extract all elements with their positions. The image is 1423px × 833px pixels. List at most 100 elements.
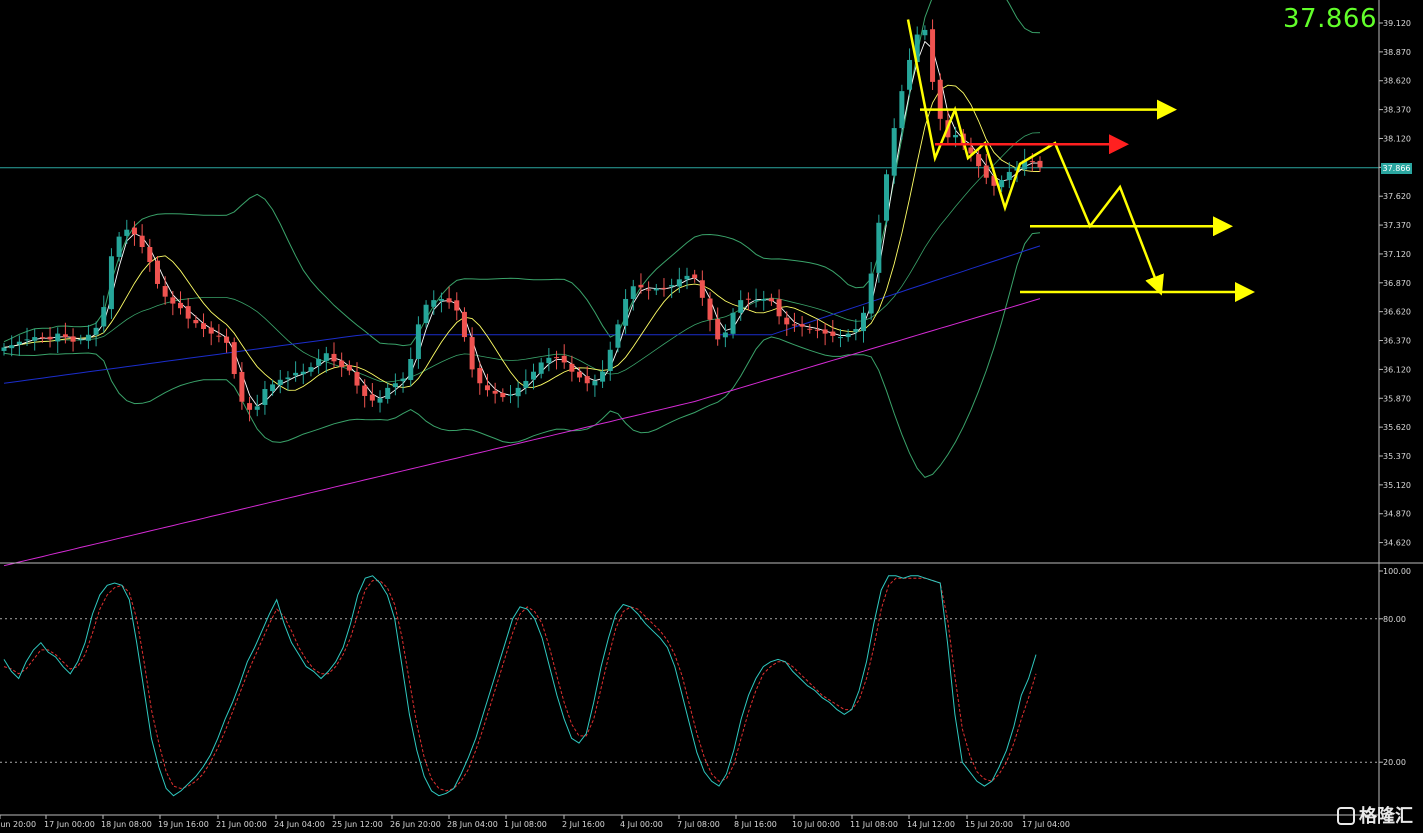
watermark: 格隆汇 [1337, 802, 1413, 828]
ma-slow [3, 84, 1041, 391]
candle-body [784, 317, 790, 325]
candle-body [369, 394, 375, 401]
candle-body [577, 371, 583, 378]
candle-body [715, 319, 721, 340]
candle-body [837, 337, 843, 339]
time-tick-label: 15 Jul 20:00 [965, 820, 1013, 829]
price-tick-label: 34.620 [1383, 539, 1411, 548]
price-tick-label: 36.370 [1383, 337, 1411, 346]
candle-body [891, 128, 897, 176]
price-tick-label: 37.370 [1383, 221, 1411, 230]
candle-body [584, 376, 590, 384]
candle-body [316, 359, 322, 366]
candle-body [201, 323, 207, 329]
osc-tick-label: 100.00 [1383, 567, 1411, 576]
candle-body [308, 367, 314, 372]
time-tick-label: 7 Jul 08:00 [677, 820, 720, 829]
candle-body [814, 329, 820, 331]
candle-body [461, 311, 467, 338]
candle-body [392, 383, 398, 388]
candle-body [9, 345, 15, 349]
candle-body [976, 154, 982, 167]
candle-body [293, 372, 299, 376]
stoch-signal-line [3, 577, 1037, 792]
candle-body [876, 222, 882, 273]
candle-body [669, 285, 675, 287]
bollinger-middle [3, 132, 1041, 383]
candle-body [592, 380, 598, 386]
time-tick-label: 4 Jul 00:00 [620, 820, 663, 829]
price-tick-label: 38.120 [1383, 134, 1411, 143]
candle-body [884, 174, 890, 221]
time-tick-label: 28 Jun 04:00 [447, 820, 498, 829]
candle-body [569, 363, 575, 372]
candle-body [415, 324, 421, 360]
price-tick-label: 35.870 [1383, 394, 1411, 403]
candle-body [968, 147, 974, 154]
candle-body [538, 362, 544, 374]
time-tick-label: Jun 20:00 [0, 820, 36, 829]
candle-body [70, 336, 76, 342]
candle-body [930, 29, 936, 82]
candle-body [638, 284, 644, 288]
time-tick-label: 2 Jul 16:00 [562, 820, 605, 829]
bollinger-lower [3, 232, 1041, 478]
candle-body [438, 298, 444, 301]
candle-body [78, 339, 84, 341]
price-tick-label: 35.370 [1383, 452, 1411, 461]
candle-body [630, 286, 636, 299]
candle-body [400, 378, 406, 382]
candle-body [224, 336, 230, 343]
candle-body [231, 342, 237, 375]
price-tick-label: 35.620 [1383, 423, 1411, 432]
candle-body [991, 175, 997, 186]
price-axis-ticks: 39.12038.87038.62038.37038.12037.87037.6… [0, 19, 1411, 548]
candle-body [791, 324, 797, 326]
price-tick-label: 39.120 [1383, 19, 1411, 28]
time-tick-label: 25 Jun 12:00 [332, 820, 383, 829]
time-tick-label: 8 Jul 16:00 [734, 820, 777, 829]
price-tick-label: 38.870 [1383, 48, 1411, 57]
candle-body [768, 298, 774, 302]
candle-body [684, 275, 690, 280]
price-tick-label: 38.370 [1383, 106, 1411, 115]
candle-body [32, 337, 38, 341]
candle-body [546, 357, 552, 364]
candle-body [254, 406, 260, 410]
candle-body [85, 334, 91, 341]
candlestick-series [1, 19, 1043, 422]
candle-body [676, 279, 682, 287]
candle-body [653, 288, 659, 291]
candle-body [607, 349, 613, 372]
candle-body [423, 304, 429, 323]
candle-body [262, 389, 268, 405]
osc-tick-label: 20.00 [1383, 758, 1406, 767]
candle-body [385, 387, 391, 399]
candle-body [999, 180, 1005, 188]
candle-body [162, 286, 168, 297]
candle-body [500, 392, 506, 398]
logo-icon [1337, 807, 1355, 825]
candle-body [339, 360, 345, 368]
candle-body [554, 357, 560, 359]
candle-body [331, 353, 337, 362]
candle-body [807, 328, 813, 330]
candle-body [983, 165, 989, 178]
current-price-display: 37.866 [1283, 4, 1377, 34]
candle-body [937, 79, 943, 119]
projection-zigzag [906, 19, 1164, 296]
candle-body [477, 368, 483, 384]
candle-body [285, 377, 291, 380]
candle-body [515, 387, 521, 397]
candle-body [531, 371, 537, 380]
time-tick-label: 24 Jun 04:00 [274, 820, 325, 829]
candle-body [830, 331, 836, 336]
candle-body [914, 34, 920, 63]
price-tick-label: 37.620 [1383, 192, 1411, 201]
time-tick-label: 14 Jul 12:00 [907, 820, 955, 829]
time-tick-label: 19 Jun 16:00 [158, 820, 209, 829]
candle-body [55, 333, 61, 342]
price-tick-label: 38.620 [1383, 77, 1411, 86]
candle-body [523, 380, 529, 388]
